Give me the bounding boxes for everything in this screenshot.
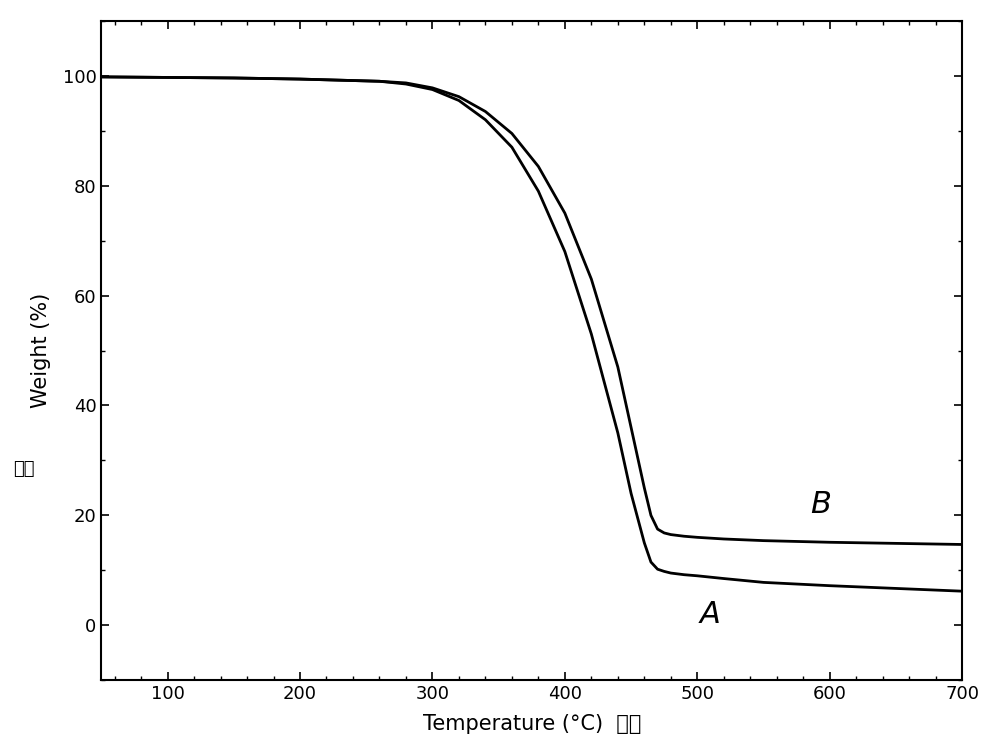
Y-axis label: Weight (%): Weight (%) bbox=[31, 293, 51, 408]
Text: B: B bbox=[810, 490, 831, 519]
Text: 重量: 重量 bbox=[13, 461, 35, 478]
X-axis label: Temperature (°C)  温度: Temperature (°C) 温度 bbox=[423, 714, 641, 734]
Text: A: A bbox=[700, 599, 721, 629]
